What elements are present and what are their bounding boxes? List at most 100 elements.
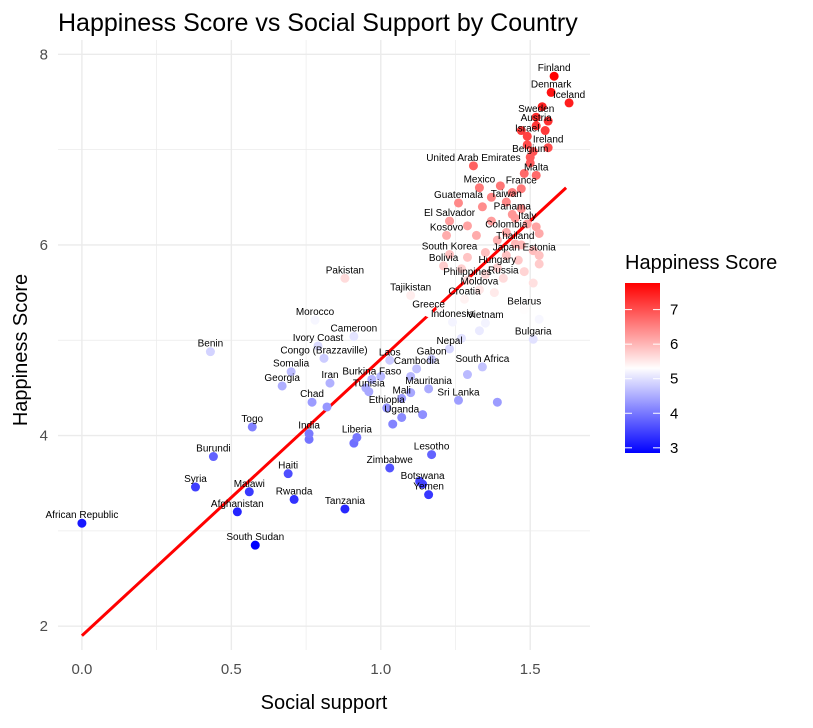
data-point: [564, 98, 574, 108]
data-point: [462, 275, 472, 285]
point-label: Georgia: [264, 373, 300, 384]
data-point: [531, 170, 541, 180]
point-label: Burundi: [196, 444, 230, 455]
data-point: [501, 228, 511, 238]
data-point: [501, 197, 511, 207]
data-point: [77, 518, 87, 528]
point-label: Belarus: [507, 297, 541, 308]
data-point: [397, 393, 407, 403]
data-point: [519, 305, 529, 315]
data-point: [349, 331, 359, 341]
point-label: Hungary: [478, 255, 516, 266]
data-point: [406, 388, 416, 398]
point-label: Mexico: [464, 175, 496, 186]
data-point: [325, 378, 335, 388]
data-point: [519, 168, 529, 178]
data-point: [462, 370, 472, 380]
point-label: Yemen: [413, 482, 444, 493]
data-point: [439, 261, 449, 271]
point-label: Finland: [538, 63, 571, 74]
data-point: [385, 355, 395, 365]
data-point: [546, 87, 556, 97]
y-tick-label: 8: [40, 46, 48, 63]
data-point: [495, 181, 505, 191]
data-point: [516, 204, 526, 214]
data-point: [244, 487, 254, 497]
data-point: [388, 419, 398, 429]
point-label: Kosovo: [430, 222, 464, 233]
data-point: [340, 273, 350, 283]
data-point: [442, 230, 452, 240]
point-label: Iran: [321, 370, 338, 381]
y-tick-label: 4: [40, 428, 48, 445]
data-point: [522, 131, 532, 141]
data-point: [205, 347, 215, 357]
data-point: [480, 248, 490, 258]
data-point: [459, 294, 469, 304]
data-point: [406, 371, 416, 381]
point-label: Burkina Faso: [342, 366, 401, 377]
data-point: [286, 367, 296, 377]
data-point: [406, 290, 416, 300]
data-point: [453, 395, 463, 405]
data-point: [319, 353, 329, 363]
data-point: [322, 402, 332, 412]
legend-tick-label: 3: [670, 440, 678, 457]
point-label: Liberia: [342, 424, 372, 435]
point-label: Taiwan: [491, 189, 522, 200]
y-axis-title: Happiness Score: [10, 274, 32, 426]
data-point: [549, 71, 559, 81]
point-label: United Arab Emirates: [426, 153, 521, 164]
data-point: [531, 121, 541, 131]
data-point: [427, 354, 437, 364]
point-label: Belgium: [512, 144, 548, 155]
data-point: [412, 364, 422, 374]
data-point: [507, 188, 517, 197]
data-point: [352, 432, 362, 442]
point-label: Ireland: [533, 135, 564, 146]
point-label: Panama: [494, 201, 532, 212]
data-point: [247, 422, 257, 432]
data-point: [528, 334, 538, 344]
data-point: [474, 326, 484, 336]
data-point: [516, 126, 526, 136]
data-point: [364, 387, 374, 397]
point-label: Guatemala: [434, 190, 483, 201]
data-point: [489, 288, 499, 298]
point-label: Togo: [241, 414, 263, 425]
data-point: [477, 362, 487, 372]
data-point: [513, 255, 523, 265]
data-point: [283, 469, 293, 479]
point-label: Philippines: [443, 267, 491, 278]
data-point: [232, 507, 242, 517]
data-point: [534, 314, 544, 324]
point-label: Ethiopia: [369, 395, 406, 406]
grid: [58, 40, 590, 650]
data-point: [519, 267, 529, 277]
x-tick-label: 0.5: [221, 661, 242, 678]
point-label: Sri Lanka: [437, 387, 480, 398]
data-point: [522, 140, 532, 150]
data-point: [448, 317, 458, 327]
chart-title: Happiness Score vs Social Support by Cou…: [58, 9, 578, 37]
point-label: Bulgaria: [515, 326, 552, 337]
point-label: Estonia: [523, 242, 557, 253]
point-label: Russia: [488, 265, 519, 276]
data-point: [492, 397, 502, 407]
data-point: [471, 230, 481, 240]
data-point: [531, 112, 541, 122]
legend-ticks: 3 4 5 6 7: [625, 302, 678, 457]
point-label: Morocco: [296, 307, 335, 318]
data-point: [474, 285, 484, 295]
data-point: [510, 239, 520, 249]
data-point: [528, 278, 538, 288]
data-point: [516, 184, 526, 194]
point-label: Cameroon: [331, 323, 378, 334]
data-point: [456, 264, 466, 274]
point-label: Tunisia: [353, 379, 385, 390]
point-label: Haiti: [278, 461, 298, 472]
point-label: Greece: [412, 300, 445, 311]
